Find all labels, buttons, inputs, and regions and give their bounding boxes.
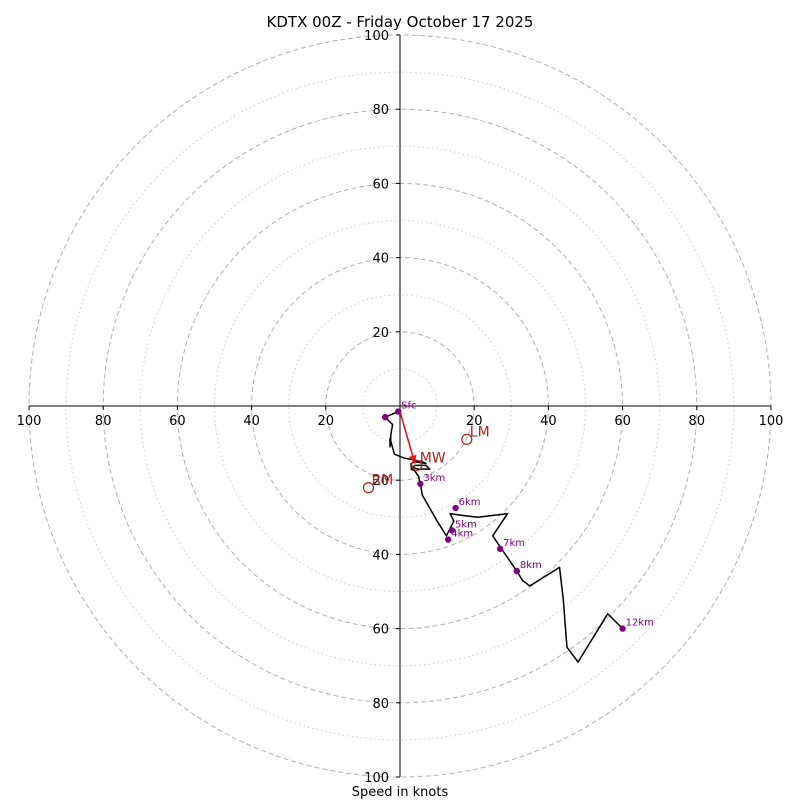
height-label: 8km xyxy=(520,560,542,571)
y-tick-label: 60 xyxy=(372,177,389,192)
storm-motion-label: MW xyxy=(420,450,446,466)
height-label: 5km xyxy=(455,519,477,530)
height-marker xyxy=(452,504,459,512)
x-tick-label: 100 xyxy=(17,414,42,429)
height-label: 4km xyxy=(451,529,473,540)
x-tick-label: 80 xyxy=(689,414,706,429)
height-marker xyxy=(394,408,402,415)
y-tick-label: 100 xyxy=(364,29,389,44)
x-tick-label: 100 xyxy=(759,414,784,429)
height-label: 6km xyxy=(459,497,481,508)
x-tick-label: 60 xyxy=(169,414,186,429)
storm-motion-label: RM xyxy=(371,473,393,489)
height-label: 12km xyxy=(626,618,654,629)
height-marker xyxy=(381,413,389,421)
height-label: 7km xyxy=(503,538,525,549)
storm-motion-label: LM xyxy=(470,424,490,440)
x-tick-label: 80 xyxy=(95,414,112,429)
storm-motion-marker xyxy=(411,459,423,471)
storm-motion-markers: LM RM MW xyxy=(362,424,490,494)
y-tick-label: 20 xyxy=(372,474,389,489)
x-tick-label: 60 xyxy=(614,414,631,429)
height-marker xyxy=(448,527,456,534)
x-axis-label: Speed in knots xyxy=(352,785,449,800)
height-marker xyxy=(445,536,452,543)
height-marker xyxy=(513,567,521,575)
y-tick-label: 40 xyxy=(372,548,389,563)
storm-motion-marker xyxy=(362,482,375,494)
height-label: Sfc xyxy=(401,401,416,412)
y-tick-label: 20 xyxy=(372,326,389,341)
x-tick-label: 20 xyxy=(466,414,483,429)
x-tick-label: 40 xyxy=(243,414,260,429)
y-tick-label: 100 xyxy=(364,771,389,786)
axis-ticks: 100 80 60 40 20 20 40 60 80 100 100 80 60 40 20 20 40 60 8… xyxy=(17,29,784,786)
height-label: 3km xyxy=(423,473,445,484)
hodograph-trace xyxy=(384,410,624,663)
height-marker xyxy=(417,480,424,488)
y-tick-label: 80 xyxy=(372,103,389,118)
y-tick-label: 60 xyxy=(372,623,389,638)
x-tick-label: 40 xyxy=(540,414,557,429)
x-tick-label: 20 xyxy=(318,414,335,429)
chart-title: KDTX 00Z - Friday October 17 2025 xyxy=(267,13,534,31)
hodograph-trace-group xyxy=(384,410,624,663)
y-tick-label: 40 xyxy=(372,252,389,267)
height-marker xyxy=(619,625,626,632)
shear-vector-line xyxy=(399,411,416,464)
y-tick-label: 80 xyxy=(372,697,389,712)
storm-motion-marker xyxy=(461,433,473,445)
height-marker xyxy=(496,545,504,553)
